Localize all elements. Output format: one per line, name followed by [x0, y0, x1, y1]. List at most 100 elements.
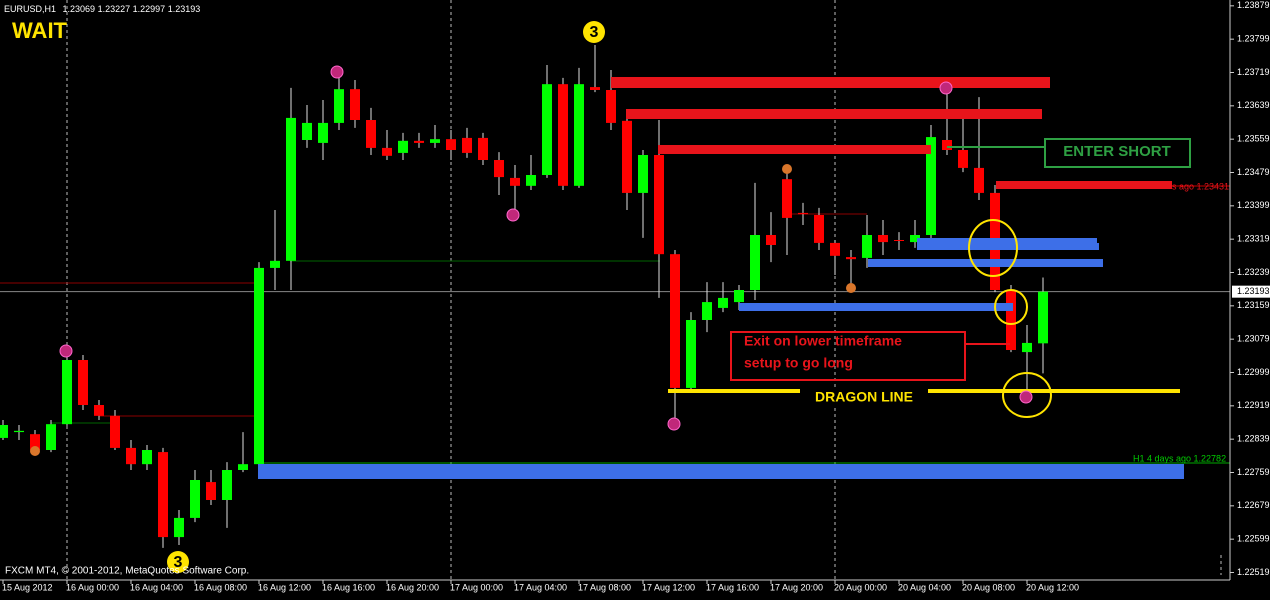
enter-short-label: ENTER SHORT	[1063, 143, 1171, 160]
fractal-dot	[782, 164, 792, 174]
candle-body	[862, 235, 872, 258]
y-tick-label: 1.23639	[1237, 100, 1270, 110]
candle-body	[878, 235, 888, 243]
candle-body	[974, 167, 984, 193]
fractal-dot	[667, 417, 681, 431]
candle-body	[510, 177, 520, 186]
highlight-circle	[994, 289, 1028, 325]
resistance-zone	[611, 77, 1050, 88]
candle-body	[654, 155, 664, 255]
support-zone	[917, 238, 1097, 245]
candle-body	[94, 405, 104, 416]
candle-body	[670, 254, 680, 388]
y-tick-label: 1.22999	[1237, 367, 1270, 377]
candle-body	[398, 140, 408, 153]
candle-body	[270, 260, 280, 268]
candle-body	[558, 84, 568, 186]
wave-label: 3	[174, 554, 183, 571]
candle-body	[830, 242, 840, 256]
callout-box	[730, 331, 966, 381]
candle-body	[478, 137, 488, 160]
y-tick-label: 1.22759	[1237, 467, 1270, 477]
candle-body	[942, 140, 952, 150]
header-open: 1.23069	[63, 4, 96, 14]
candle-body	[78, 360, 88, 405]
x-tick-label: 16 Aug 20:00	[386, 582, 439, 592]
resistance-zone	[996, 181, 1172, 189]
price-tag-label: 1.23193	[1237, 286, 1270, 296]
y-tick-label: 1.23239	[1237, 267, 1270, 277]
fractal-dot	[330, 65, 344, 79]
highlight-circle	[1002, 372, 1052, 418]
x-tick-label: 17 Aug 20:00	[770, 582, 823, 592]
candle-body	[622, 120, 632, 193]
fractal-dot	[1019, 390, 1033, 404]
candle-body	[798, 212, 808, 215]
x-tick-label: 17 Aug 04:00	[514, 582, 567, 592]
y-tick-label: 1.22919	[1237, 400, 1270, 410]
y-tick-label: 1.23559	[1237, 134, 1270, 144]
candle-body	[814, 215, 824, 243]
candle-body	[766, 235, 776, 245]
candle-body	[846, 257, 856, 260]
candle-body	[206, 482, 216, 500]
x-tick-label: 16 Aug 04:00	[130, 582, 183, 592]
candle-body	[430, 139, 440, 143]
candle-body	[110, 415, 120, 448]
candle-body	[926, 137, 936, 235]
candle-body	[254, 267, 264, 465]
x-tick-label: 17 Aug 08:00	[578, 582, 631, 592]
candles	[0, 45, 1048, 548]
candle-body	[718, 297, 728, 308]
candle-body	[350, 89, 360, 120]
x-tick-label: 15 Aug 2012	[2, 582, 53, 592]
x-tick-label: 16 Aug 08:00	[194, 582, 247, 592]
x-tick-label: 16 Aug 00:00	[66, 582, 119, 592]
x-tick-label: 16 Aug 16:00	[322, 582, 375, 592]
y-tick-label: 1.22519	[1237, 567, 1270, 577]
candle-body	[14, 430, 24, 433]
candle-body	[782, 179, 792, 218]
y-tick-label: 1.23719	[1237, 67, 1270, 77]
support-zone	[258, 464, 1184, 479]
exit-label: setup to go long	[744, 355, 853, 371]
support-zone	[739, 303, 1013, 311]
candle-body	[142, 450, 152, 465]
support-zone	[917, 243, 1099, 250]
level-note: s ago 1.23431	[1172, 181, 1229, 191]
exit-label: Exit on lower timeframe	[744, 333, 902, 349]
y-tick-label: 1.23079	[1237, 334, 1270, 344]
x-tick-label: 20 Aug 00:00	[834, 582, 887, 592]
label-background	[800, 389, 928, 407]
chart-title: EURUSD,H1	[4, 4, 56, 14]
candle-body	[30, 434, 40, 450]
x-tick-label: 16 Aug 12:00	[258, 582, 311, 592]
x-tick-label: 17 Aug 12:00	[642, 582, 695, 592]
candle-body	[334, 89, 344, 123]
wave-marker	[583, 21, 605, 43]
y-tick-label: 1.22599	[1237, 534, 1270, 544]
candle-body	[62, 360, 72, 425]
support-zone	[868, 259, 1103, 267]
candle-body	[1006, 290, 1016, 350]
y-tick-label: 1.23319	[1237, 234, 1270, 244]
candle-body	[0, 425, 8, 438]
candle-body	[590, 87, 600, 90]
level-note: H1 4 days ago 1.22782	[1133, 453, 1226, 463]
price-tag	[1232, 285, 1270, 298]
fractal-dot	[506, 208, 520, 222]
candle-body	[190, 480, 200, 518]
x-tick-label: 17 Aug 00:00	[450, 582, 503, 592]
candle-body	[462, 137, 472, 153]
chart-header: EURUSD,H1 1.23069 1.23227 1.22997 1.2319…	[4, 4, 200, 14]
highlight-circle	[968, 219, 1018, 277]
y-tick-label: 1.23479	[1237, 167, 1270, 177]
copyright: FXCM MT4, © 2001-2012, MetaQuotes Softwa…	[5, 566, 249, 577]
fractal-markers	[30, 164, 856, 456]
candle-body	[686, 320, 696, 388]
y-tick-label: 1.23399	[1237, 200, 1270, 210]
fractal-dot	[939, 81, 953, 95]
y-tick-label: 1.23799	[1237, 34, 1270, 44]
